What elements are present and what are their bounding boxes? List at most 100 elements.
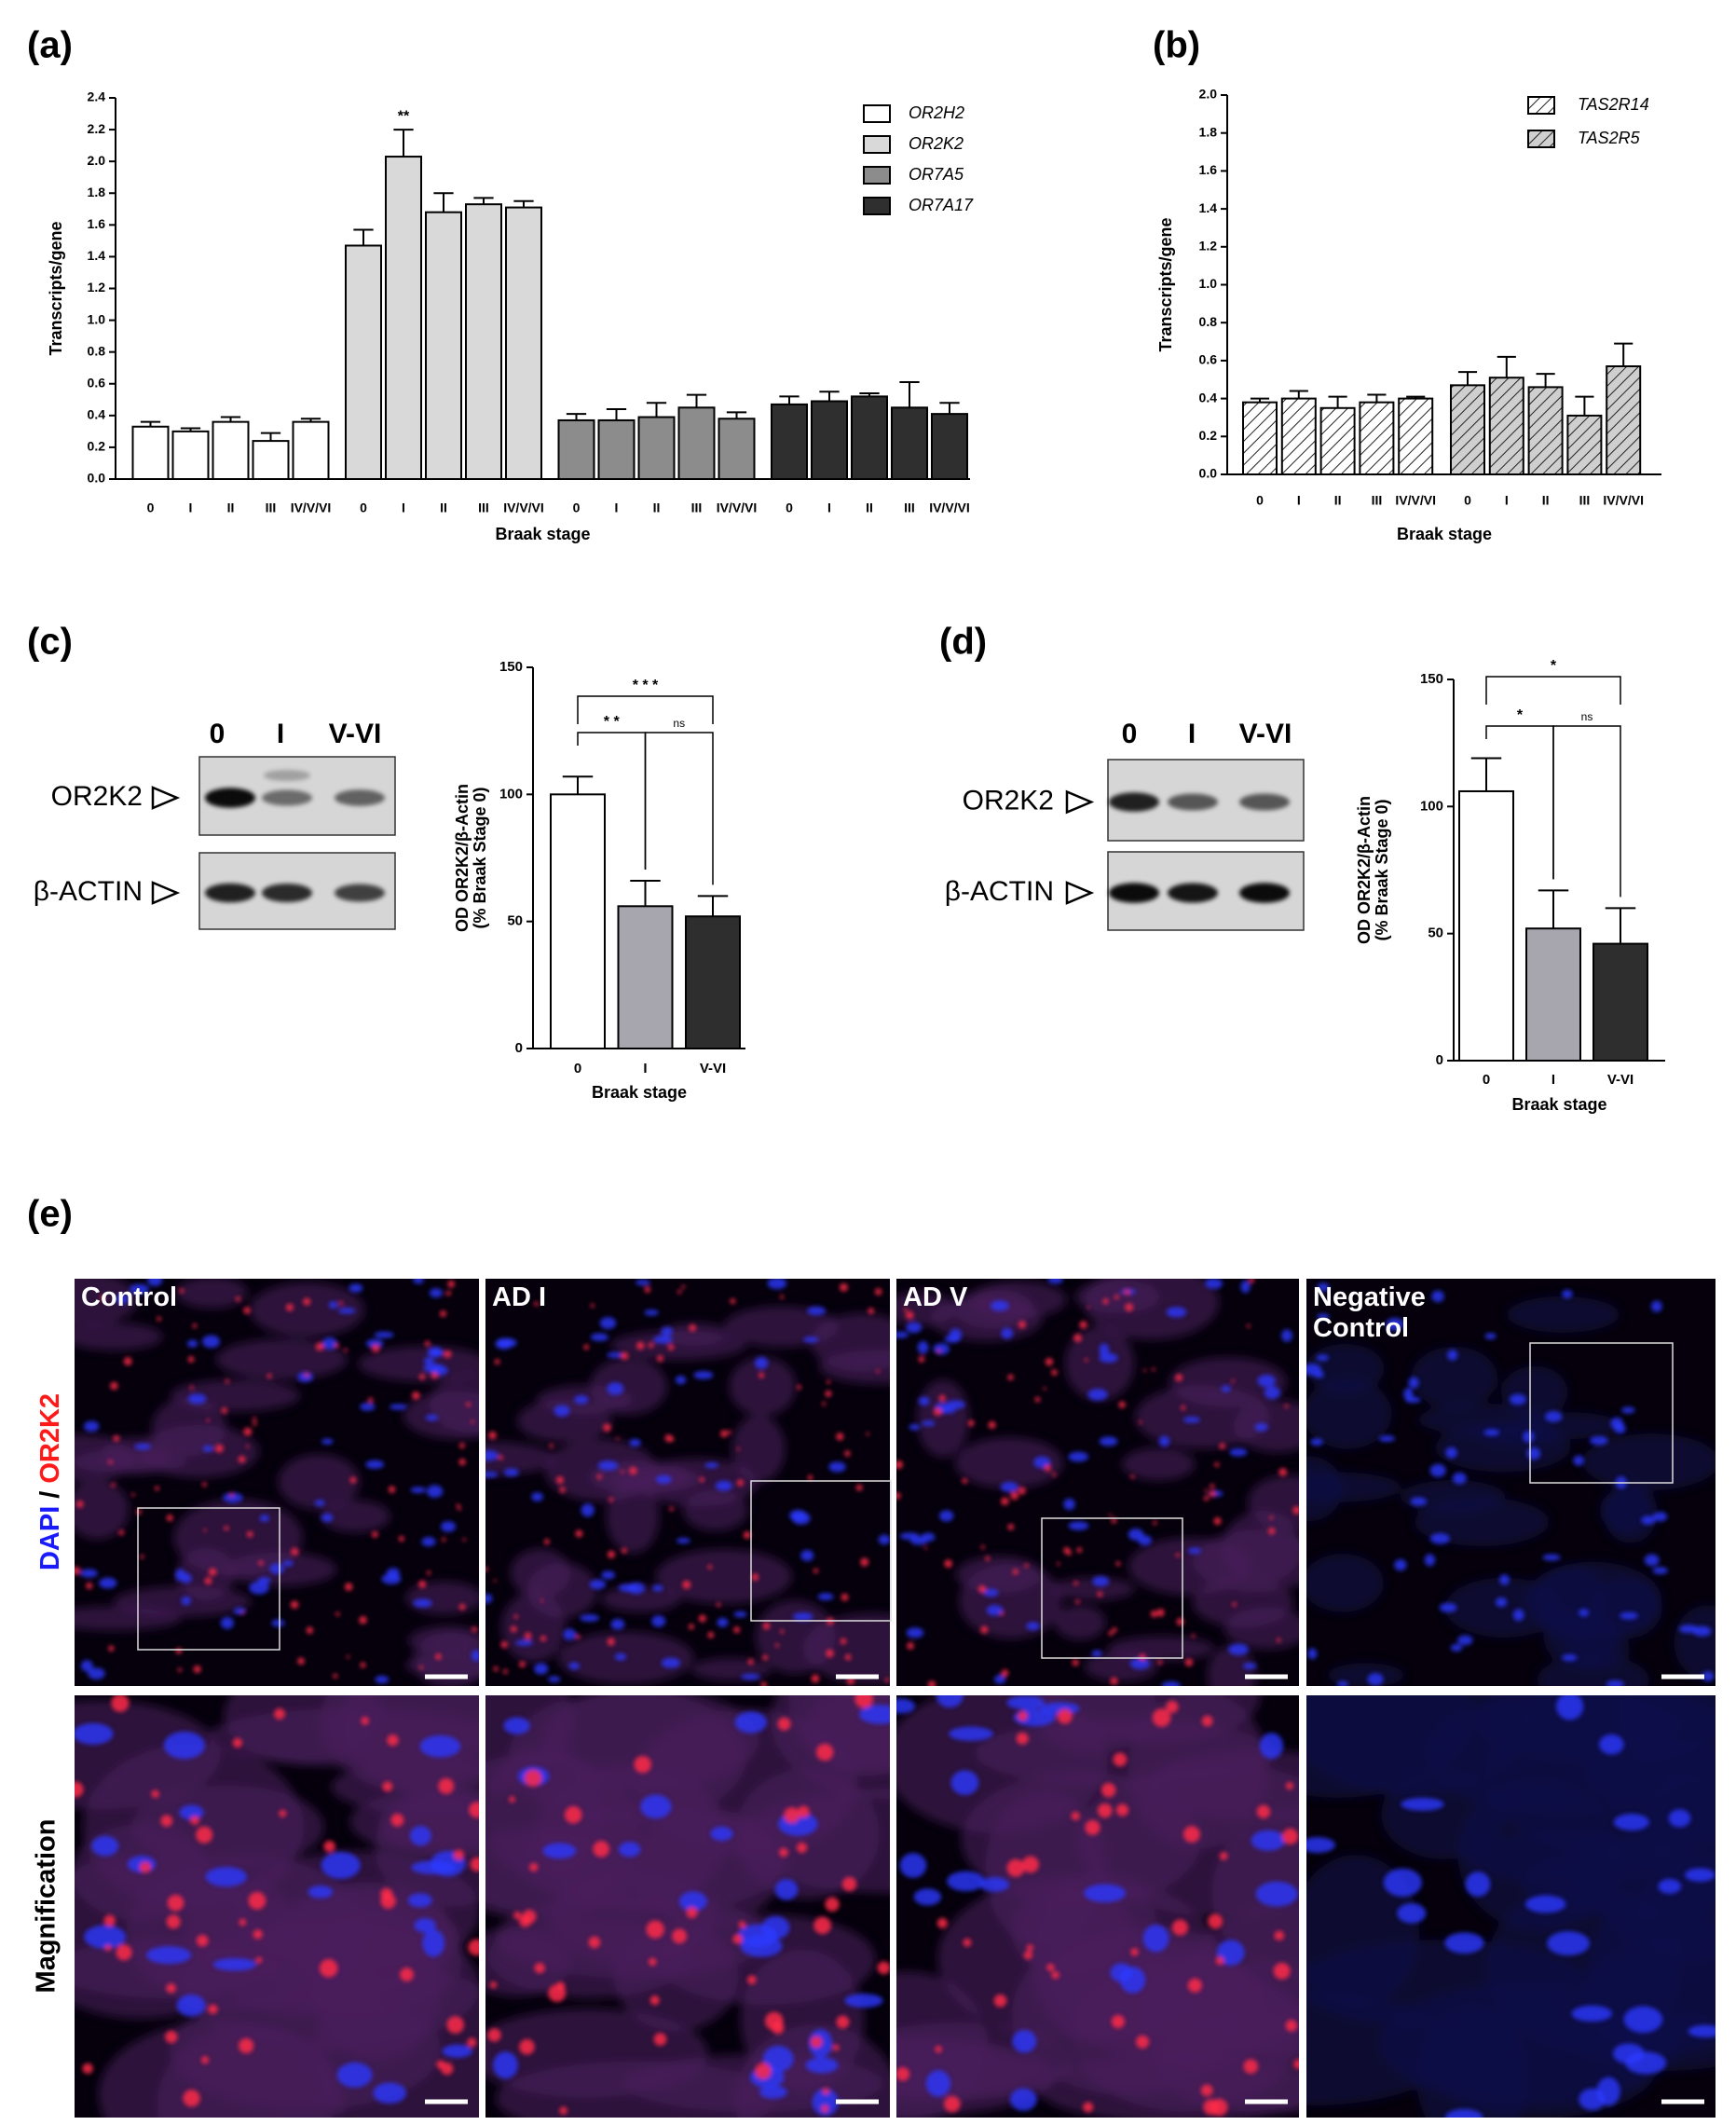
- cells: [1306, 1695, 1715, 2118]
- x-tick-label: IV/V/VI: [1603, 493, 1644, 508]
- signal: [736, 1447, 741, 1451]
- signal: [935, 2046, 942, 2053]
- signal: [239, 2037, 254, 2054]
- tissue-region: [1582, 1433, 1715, 1490]
- nucleus: [220, 1616, 234, 1629]
- signal: [1097, 1591, 1103, 1597]
- nucleus: [99, 1577, 117, 1589]
- tissue-region: [1141, 1951, 1270, 2075]
- nucleus: [497, 1337, 517, 1348]
- significance-label: *: [1517, 707, 1524, 723]
- nucleus: [1000, 1482, 1018, 1492]
- nucleus: [906, 1627, 924, 1638]
- signal: [179, 1288, 185, 1294]
- bar: [292, 420, 330, 480]
- tissue-region: [1065, 1326, 1135, 1401]
- signal: [208, 1568, 217, 1576]
- x-axis-label: Braak stage: [1397, 525, 1492, 543]
- y-axis-label: OD OR2K2/β-Actin: [453, 784, 472, 932]
- nucleus: [1138, 1535, 1153, 1546]
- micrograph-content: [485, 1279, 890, 1686]
- signal: [204, 1577, 212, 1585]
- y-tick-label: 0: [1436, 1052, 1443, 1068]
- signal: [1034, 1396, 1041, 1403]
- signal: [621, 1351, 629, 1361]
- nucleus: [1099, 1436, 1118, 1446]
- signal: [1171, 1919, 1189, 1936]
- signal: [360, 1662, 366, 1668]
- signal: [963, 1938, 972, 1947]
- x-tick-label: I: [402, 500, 405, 515]
- nucleus: [918, 1396, 930, 1406]
- nucleus: [1499, 1574, 1510, 1585]
- nucleus: [1006, 1695, 1045, 1710]
- row-label-part: DAPI: [35, 1506, 65, 1570]
- signal: [720, 1430, 728, 1438]
- signal: [896, 1492, 901, 1500]
- micrograph-content: [485, 1695, 890, 2118]
- signal: [1057, 1708, 1073, 1724]
- bar: [718, 418, 756, 480]
- nucleus: [938, 1510, 954, 1522]
- micrograph-content: [1306, 1695, 1715, 2118]
- x-tick-label: I: [1551, 1072, 1555, 1088]
- nucleus: [1401, 1797, 1444, 1811]
- tissue-region: [954, 1437, 1064, 1489]
- nucleus: [1524, 1895, 1566, 1913]
- tissue-region: [755, 1599, 836, 1674]
- y-tick-label: 1.0: [88, 311, 106, 326]
- signal: [1276, 1638, 1281, 1642]
- signal: [183, 2089, 200, 2107]
- legend-swatch: [863, 104, 891, 123]
- y-tick-label: 0.8: [1199, 314, 1218, 329]
- signal: [985, 1556, 991, 1561]
- significance-label: ns: [1581, 710, 1593, 723]
- nucleus: [1410, 1497, 1428, 1506]
- x-tick-label: IV/V/VI: [717, 500, 758, 515]
- signal: [103, 1914, 116, 1926]
- tissue-region: [321, 1500, 390, 1533]
- blot-arrow: [151, 786, 181, 810]
- signal: [113, 1434, 120, 1442]
- signal: [1136, 2035, 1150, 2049]
- tissue-region: [215, 1338, 348, 1380]
- signal: [190, 1816, 199, 1826]
- nucleus: [1099, 1352, 1118, 1364]
- lane-label: I: [277, 719, 284, 749]
- signal: [1200, 2084, 1213, 2097]
- bar: [557, 418, 595, 480]
- tissue-region: [1207, 1645, 1257, 1686]
- nucleus: [1221, 1385, 1231, 1392]
- x-tick-label: III: [904, 500, 915, 515]
- signal: [1071, 1811, 1080, 1821]
- signal: [319, 1959, 338, 1978]
- signal: [649, 1995, 660, 2006]
- nucleus: [563, 1628, 577, 1640]
- nucleus: [1187, 1547, 1201, 1555]
- nucleus: [607, 1382, 624, 1395]
- nucleus: [1255, 1881, 1298, 1907]
- nucleus: [618, 1842, 641, 1858]
- nucleus: [949, 1726, 993, 1741]
- nucleus: [1702, 1671, 1715, 1681]
- nucleus: [365, 1338, 384, 1349]
- nucleus: [442, 2044, 473, 2058]
- nucleus: [1650, 1300, 1662, 1312]
- signal: [334, 1343, 339, 1349]
- nucleus: [1452, 1472, 1467, 1485]
- signal: [822, 2088, 829, 2095]
- bar: [1398, 397, 1434, 476]
- signal: [1203, 1495, 1210, 1501]
- tissue-region: [683, 1489, 748, 1531]
- tissue-region: [75, 1700, 221, 1810]
- tissue-region: [278, 1454, 361, 1510]
- signal: [306, 1626, 314, 1634]
- nucleus: [249, 1581, 269, 1595]
- signal: [418, 1665, 424, 1670]
- signal: [200, 2056, 210, 2064]
- signal: [1219, 1443, 1225, 1449]
- signal: [825, 1897, 840, 1912]
- nucleus: [589, 1579, 607, 1590]
- signal: [235, 1296, 241, 1302]
- signal: [1043, 1387, 1046, 1391]
